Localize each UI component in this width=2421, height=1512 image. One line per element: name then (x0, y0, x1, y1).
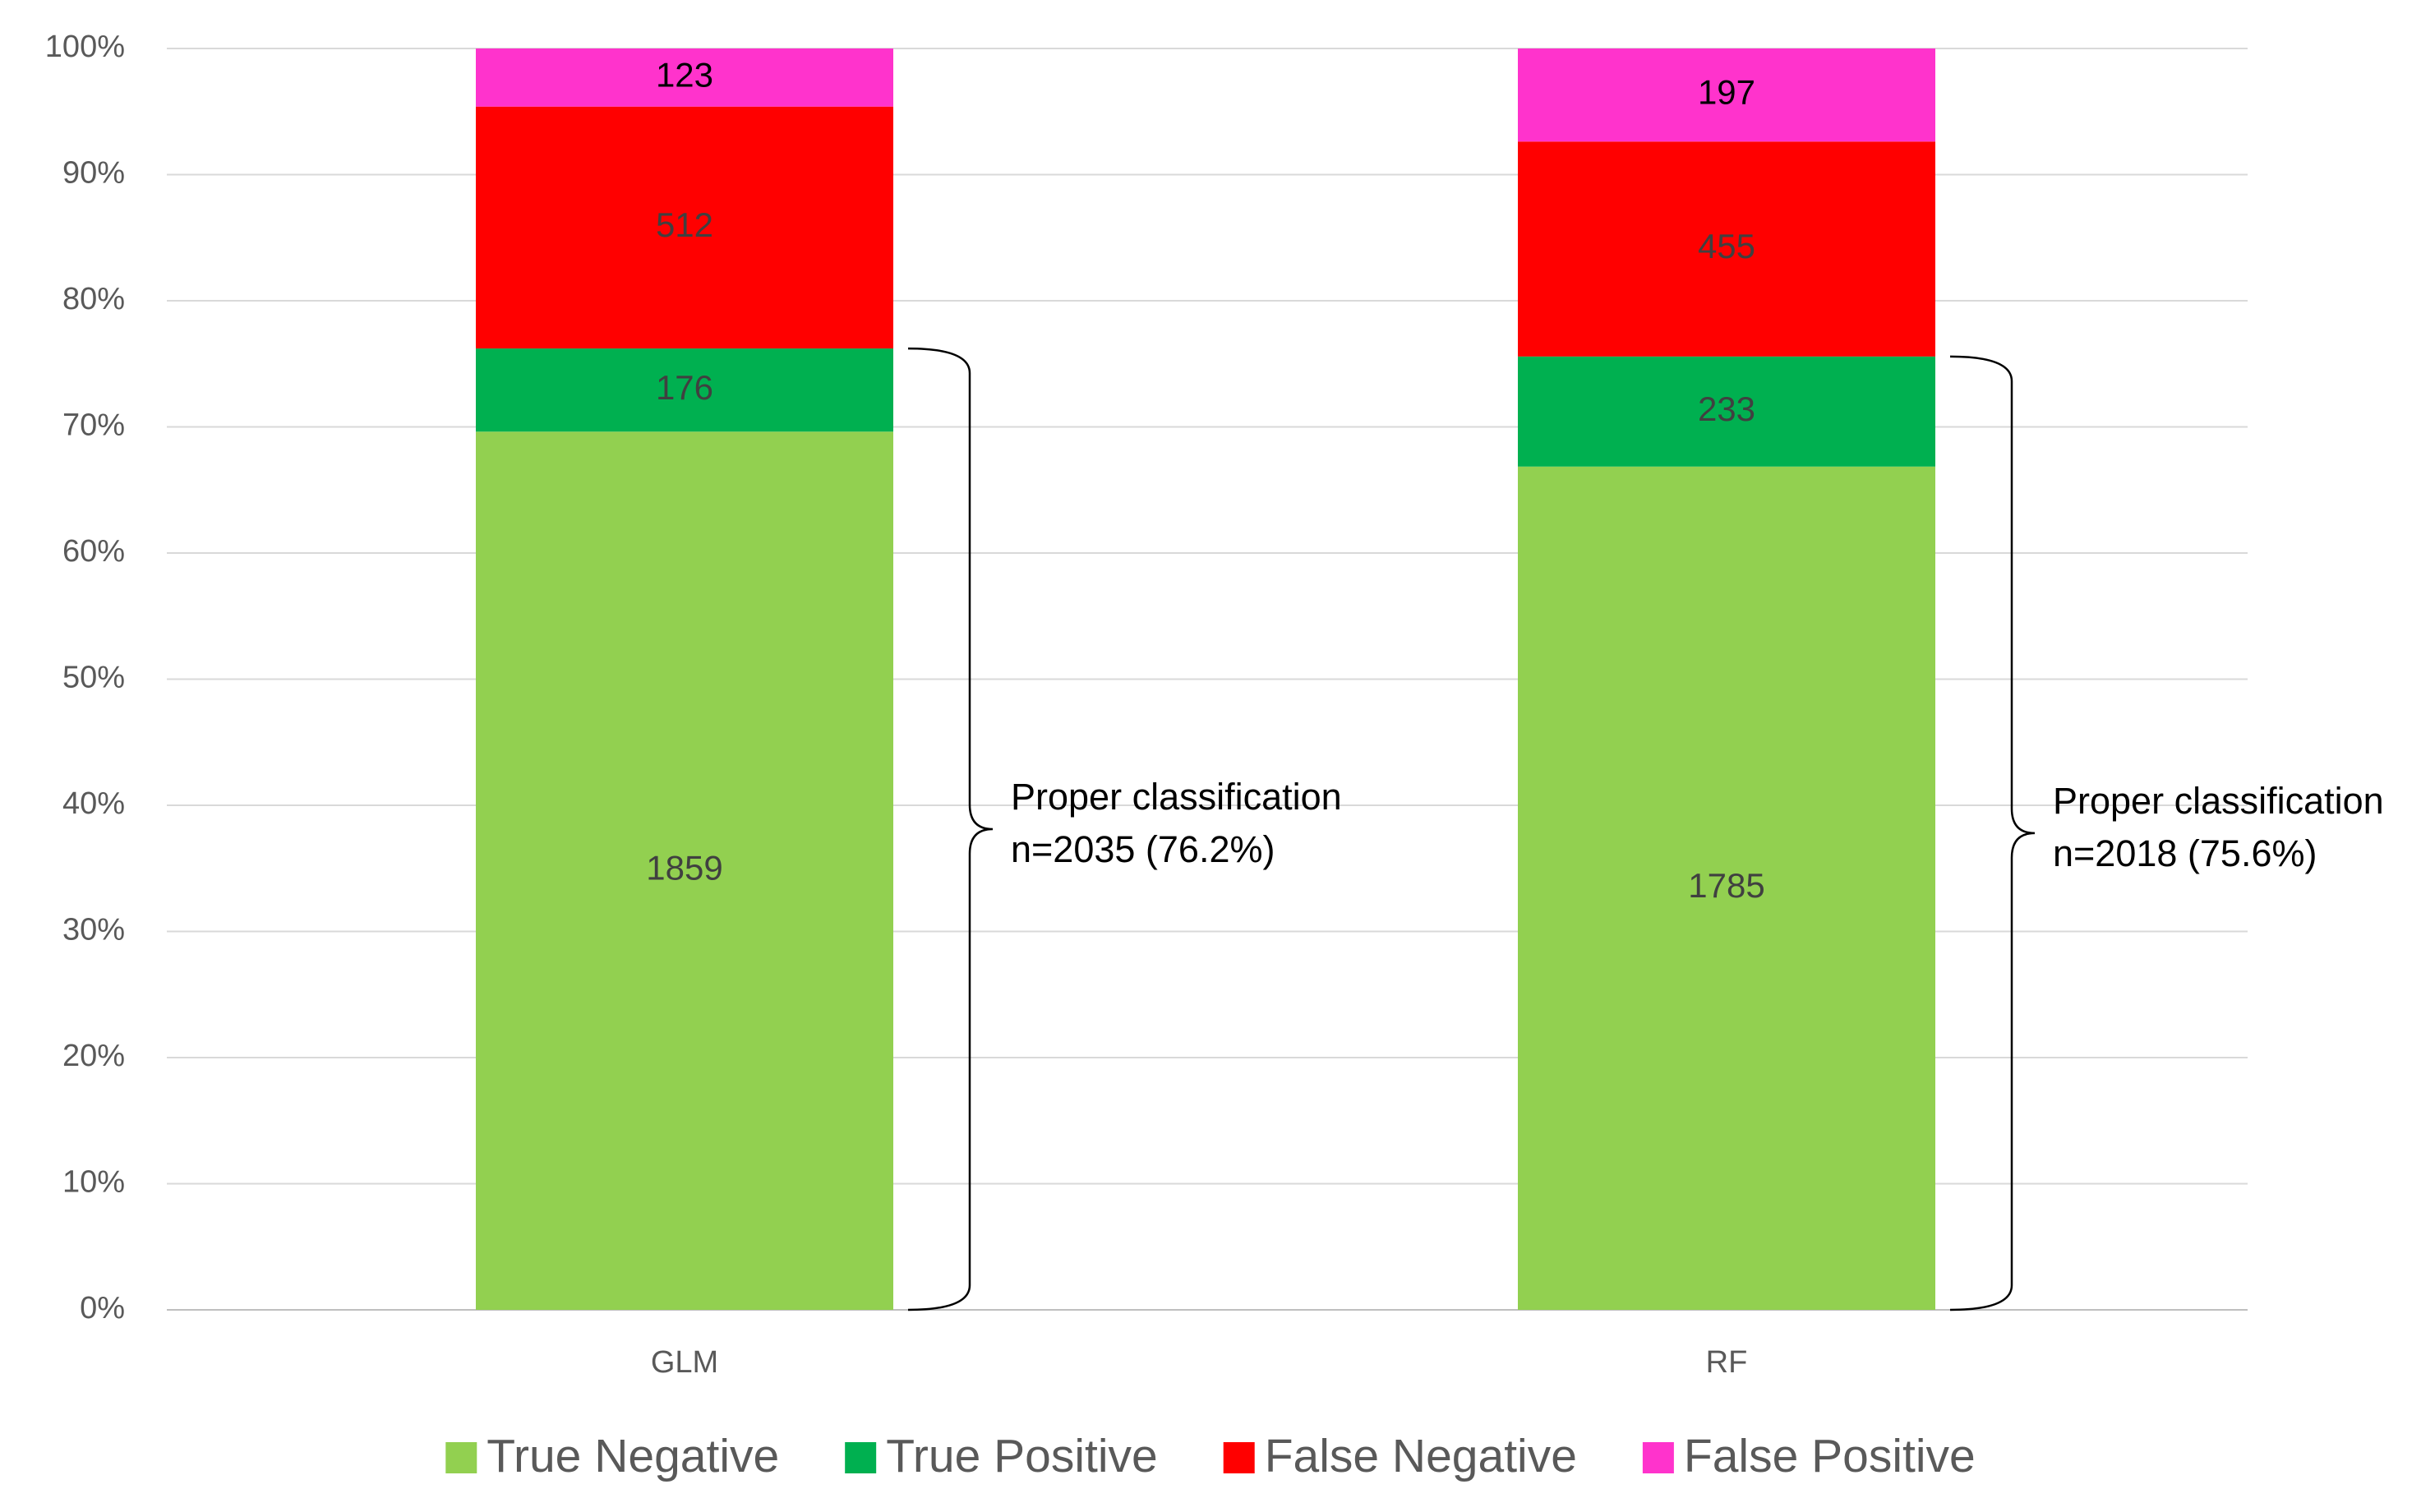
y-tick-label: 30% (62, 913, 125, 947)
legend-swatch (445, 1442, 477, 1473)
legend-swatch (1223, 1442, 1255, 1473)
bar-segment (1518, 356, 1935, 467)
data-label: 512 (656, 205, 713, 244)
bar-segment (476, 48, 893, 107)
data-label: 123 (656, 55, 713, 94)
legend-label: False Positive (1684, 1430, 1976, 1482)
y-tick-label: 20% (62, 1039, 125, 1073)
bar-segment (476, 106, 893, 349)
data-label: 455 (1698, 227, 1755, 265)
x-tick-label: GLM (651, 1345, 718, 1380)
bar-segment (1518, 466, 1935, 1310)
bar-segment (1518, 141, 1935, 357)
y-tick-label: 40% (62, 786, 125, 821)
annotation: n=2035 (76.2%) (1011, 828, 1275, 870)
bar-segment (476, 431, 893, 1311)
y-tick-label: 60% (62, 534, 125, 569)
annotation: Proper classification (2053, 780, 2384, 822)
annotation: Proper classification (1011, 776, 1342, 818)
y-tick-label: 0% (80, 1291, 125, 1325)
data-label: 233 (1698, 390, 1755, 428)
legend-label: True Negative (487, 1430, 779, 1482)
bar-segment (476, 348, 893, 432)
legend-swatch (1642, 1442, 1674, 1473)
y-tick-label: 50% (62, 661, 125, 695)
y-tick-label: 10% (62, 1165, 125, 1200)
data-label: 1859 (646, 849, 722, 887)
y-tick-label: 100% (45, 30, 125, 64)
brace (907, 347, 994, 1311)
legend-label: True Positive (886, 1430, 1158, 1482)
legend-swatch (845, 1442, 877, 1473)
y-tick-label: 70% (62, 408, 125, 443)
x-tick-label: RF (1706, 1345, 1748, 1380)
annotation: n=2018 (75.6%) (2053, 832, 2317, 874)
y-tick-label: 90% (62, 156, 125, 191)
bar-segment (1518, 48, 1935, 142)
data-label: 176 (656, 368, 713, 407)
data-label: 1785 (1688, 866, 1764, 905)
y-tick-label: 80% (62, 282, 125, 316)
brace (1949, 355, 2036, 1311)
legend-label: False Negative (1265, 1430, 1577, 1482)
data-label: 197 (1698, 73, 1755, 112)
